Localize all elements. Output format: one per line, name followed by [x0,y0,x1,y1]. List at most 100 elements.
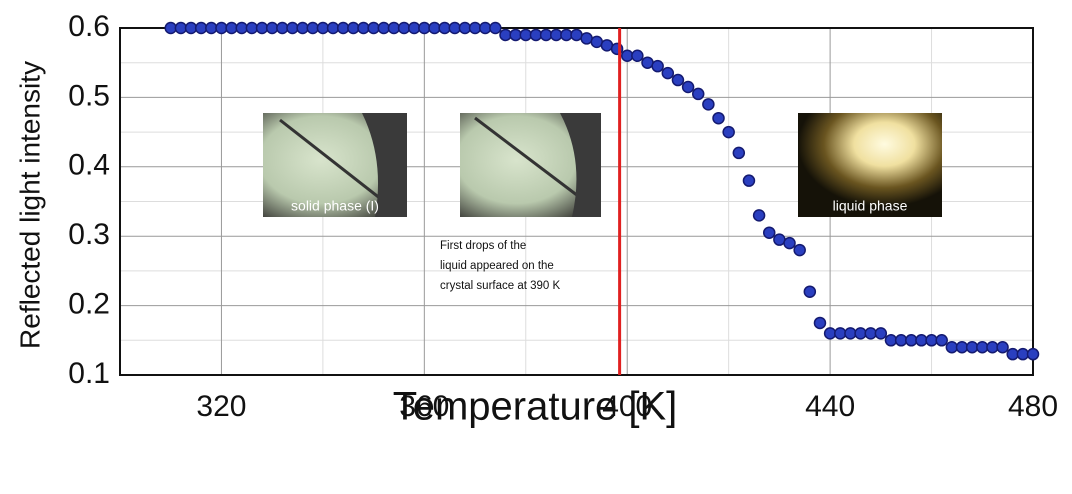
data-point [1016,347,1030,361]
data-point [631,49,644,63]
data-point [184,21,198,35]
data-point [245,21,259,35]
x-axis-label: Temperature [K] [393,385,678,429]
data-point [671,73,685,87]
data-point [925,334,938,347]
data-point [296,21,309,35]
data-point [915,334,928,347]
data-point [813,316,827,330]
data-point [397,21,411,35]
data-point [620,49,634,63]
x-tick-label: 440 [805,390,855,423]
data-point [844,327,857,340]
data-point [773,233,786,246]
data-point [215,21,228,35]
data-point [641,56,654,69]
y-tick-label: 0.5 [68,79,110,112]
data-point [265,21,279,35]
data-point [428,21,441,35]
data-point [661,66,675,80]
data-point [560,28,573,42]
data-point [823,327,837,340]
data-point [286,21,299,35]
data-point [326,21,340,35]
data-point [276,21,289,35]
data-point [225,21,238,35]
data-point [580,32,593,45]
x-tick-label: 320 [196,390,246,423]
data-point [347,21,360,35]
data-point [164,21,177,35]
data-point [712,111,725,125]
y-tick-label: 0.1 [68,357,110,390]
data-point [407,21,421,35]
data-point [357,21,370,35]
y-tick-label: 0.2 [68,288,110,321]
x-tick-label: 400 [602,390,652,423]
data-point [316,21,330,35]
data-point [448,21,462,35]
inset-caption: liquid phase [833,198,908,214]
annotation: liquid appeared on the [440,260,554,272]
inset-caption: solid phase (I) [291,198,379,214]
data-point [367,21,380,35]
data-point [336,21,350,35]
data-point [1006,347,1019,361]
data-point [935,334,948,347]
data-point [854,327,867,340]
data-point [722,125,735,139]
data-point [691,87,705,101]
data-point [418,21,431,35]
data-point [864,327,877,340]
plot-frame [119,27,1034,376]
data-point [965,340,979,354]
data-point [590,35,604,49]
data-point [874,327,888,340]
data-point [945,340,959,354]
y-tick-label: 0.4 [68,149,110,182]
data-point [489,21,502,35]
data-point [681,80,695,94]
y-tick-label: 0.3 [68,218,110,251]
data-point [986,340,999,354]
data-point [519,28,533,42]
data-point [783,236,796,250]
data-point [478,21,492,35]
data-point [834,327,847,340]
data-point [306,21,319,35]
data-point [377,21,391,35]
data-point [793,243,806,257]
data-point [194,21,208,35]
data-point [1026,347,1040,361]
data-point [742,174,756,187]
x-tick-label: 360 [399,390,449,423]
data-point [468,21,482,35]
data-point [174,21,188,35]
data-point [438,21,451,35]
data-point [894,334,908,347]
inset-photo [263,113,942,217]
data-point [905,334,918,347]
data-point [205,21,218,35]
data-point [387,21,401,35]
annotation: First drops of the [440,240,526,252]
data-point [549,28,563,42]
data-point [539,28,553,42]
y-tick-label: 0.6 [68,10,110,43]
data-point [884,334,898,347]
data-point [235,21,248,35]
data-point [529,28,543,42]
data-point [996,340,1009,354]
data-point [702,98,715,111]
data-point [976,340,989,354]
data-point [458,21,472,35]
y-axis-label: Reflected light intensity [14,61,45,349]
data-point [803,285,817,298]
data-point [955,340,969,354]
data-point [651,59,664,73]
annotation: crystal surface at 390 K [440,280,560,292]
data-point [732,146,746,160]
data-point [499,28,512,42]
data-point [255,21,269,35]
